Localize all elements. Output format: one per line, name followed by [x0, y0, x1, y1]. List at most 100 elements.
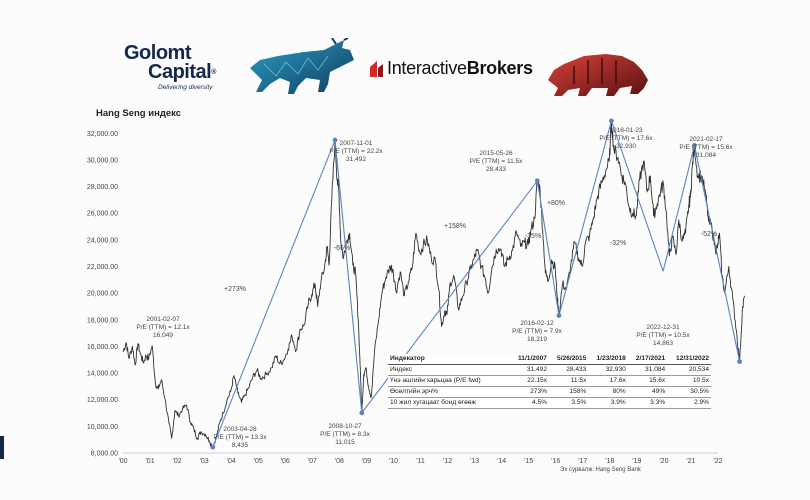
peak-marker	[609, 118, 614, 124]
annotation-text: P/E (TTM) = 8.3x	[320, 431, 370, 438]
y-tick-label: 32,000.00	[87, 131, 118, 138]
x-tick-label: '08	[335, 458, 344, 465]
y-tick-label: 24,000.00	[87, 237, 118, 244]
table-row-label: 10 жил хугацаат бонд өгөөж	[388, 397, 510, 409]
y-tick-label: 10,000.00	[87, 424, 118, 431]
table-cell: 4.5%	[510, 397, 549, 409]
x-tick-label: '19	[632, 458, 641, 465]
peak-marker	[359, 410, 365, 416]
table-cell: 10.5x	[667, 375, 711, 387]
trend-segment	[693, 145, 741, 362]
table-cell: 31,492	[510, 364, 549, 376]
x-tick-label: '05	[254, 458, 263, 465]
trend-segment	[558, 120, 612, 316]
x-tick-label: '06	[281, 458, 290, 465]
annotation-text: 2021-02-17	[689, 136, 723, 143]
change-label: -32%	[610, 240, 626, 247]
annotation-text: 2022-12-31	[646, 324, 680, 331]
table-cell: 3.9%	[588, 397, 628, 409]
y-tick-label: 16,000.00	[87, 344, 118, 351]
annotation-text: 14,863	[653, 340, 673, 347]
table-row: Өсөлтийн эрч% 273% 158% 80% 49% 30.5%	[388, 386, 711, 398]
price-line	[122, 120, 745, 449]
table-cell: 2.9%	[667, 397, 711, 409]
y-tick-label: 26,000.00	[87, 211, 118, 218]
golomt-logo-line1: Golomt	[124, 42, 192, 64]
peak-marker	[534, 178, 540, 184]
peak-marker	[556, 313, 562, 318]
annotation-text: P/E (TTM) = 10.5x	[636, 332, 690, 339]
x-tick-label: '00	[118, 458, 127, 465]
table-header-row: Индекатор 11/1/2007 5/26/2015 1/23/2018 2/17…	[388, 354, 711, 365]
annotation-text: 2003-04-28	[223, 426, 257, 433]
y-tick-label: 18,000.00	[87, 317, 118, 324]
x-tick-label: '12	[443, 458, 452, 465]
annotation-text: 2001-02-07	[146, 316, 180, 323]
change-label: -35%	[525, 233, 541, 240]
trend-lines: +273% -65% +158% -35% +80% -32% -52%	[212, 120, 741, 448]
table-cell: 32,930	[588, 364, 628, 376]
annotation-text: P/E (TTM) = 17.6x	[599, 135, 653, 142]
annotation-text: 2015-05-26	[479, 150, 513, 157]
table-row-label: Үнэ ашгийн харьцаа (P/E fwd)	[388, 375, 510, 387]
table-cell: 22.15x	[510, 375, 549, 387]
annotation-text: P/E (TTM) = 12.1x	[136, 324, 190, 331]
table-cell: 31,084	[627, 364, 668, 376]
interactive-brokers-logo: InteractiveBrokers	[368, 58, 533, 79]
annotation-text: P/E (TTM) = 7.9x	[512, 328, 562, 335]
y-tick-label: 8,000.00	[91, 451, 118, 458]
y-tick-label: 12,000.00	[87, 397, 118, 404]
golomt-logo-line2: Capital	[148, 61, 212, 83]
table-row: Индекс 31,492 28,433 32,930 31,084 20,534	[388, 364, 711, 376]
ib-name-prefix: Interactive	[387, 58, 467, 78]
table-cell: 11.5x	[548, 375, 589, 387]
trend-segment	[662, 145, 696, 272]
table-row: 10 жил хугацаат бонд өгөөж 4.5% 3.5% 3.9% 3.…	[388, 397, 711, 409]
annotation-text: 2008-10-27	[328, 423, 362, 430]
peak-marker	[692, 143, 697, 148]
golomt-registered-mark: ®	[211, 69, 216, 76]
annotation-text: 16,049	[153, 332, 173, 339]
annotation-text: 8,435	[232, 442, 249, 449]
trend-segment	[334, 140, 363, 413]
table-cell: 1/23/2018	[588, 354, 628, 365]
table-cell: 20,534	[667, 364, 711, 376]
x-tick-label: '22	[713, 458, 722, 465]
trend-segment	[610, 120, 664, 272]
indicator-table-body: Индекатор 11/1/2007 5/26/2015 1/23/2018 2/17…	[388, 354, 711, 409]
golomt-capital-logo: Golomt Capital® Delivering diversity	[124, 42, 224, 96]
annotation-text: 31,492	[346, 156, 366, 163]
x-tick-label: '07	[308, 458, 317, 465]
x-tick-label: '01	[145, 458, 154, 465]
y-tick-label: 14,000.00	[87, 371, 118, 378]
table-cell: 28,433	[548, 364, 589, 376]
table-row-label: Өсөлтийн эрч%	[388, 386, 510, 398]
bear-icon	[548, 54, 648, 96]
table-cell: 5/26/2015	[548, 354, 589, 365]
x-tick-label: '04	[227, 458, 236, 465]
source-note: Эх сурвалж: Hang Seng Bank	[560, 467, 641, 473]
y-tick-label: 28,000.00	[87, 184, 118, 191]
table-cell: 11/1/2007	[510, 354, 549, 365]
annotation-text: 28,433	[486, 166, 506, 173]
x-axis: '00 '01 '02 '03 '04 '05 '06 '07 '08 '09 '10 '11 '12 '…	[118, 452, 723, 465]
change-label: +273%	[224, 286, 246, 293]
trend-segment	[212, 139, 336, 448]
annotation-text: P/E (TTM) = 22.2x	[329, 148, 383, 155]
annotation-text: 18,319	[527, 336, 547, 343]
table-row-label: Индекс	[388, 364, 510, 376]
x-tick-label: '10	[389, 458, 398, 465]
change-label: +158%	[444, 223, 466, 230]
golomt-tagline: Delivering diversity	[158, 84, 213, 91]
annotation-text: 11,015	[335, 439, 355, 446]
peak-marker	[737, 359, 743, 364]
x-tick-label: '02	[173, 458, 182, 465]
annotation-text: 2018-01-23	[609, 127, 643, 134]
table-cell: 80%	[588, 386, 628, 398]
table-cell: 30.5%	[667, 386, 711, 398]
table-cell: 3.3%	[627, 397, 668, 409]
ib-name-suffix: Brokers	[466, 58, 533, 78]
bull-icon	[250, 38, 354, 94]
